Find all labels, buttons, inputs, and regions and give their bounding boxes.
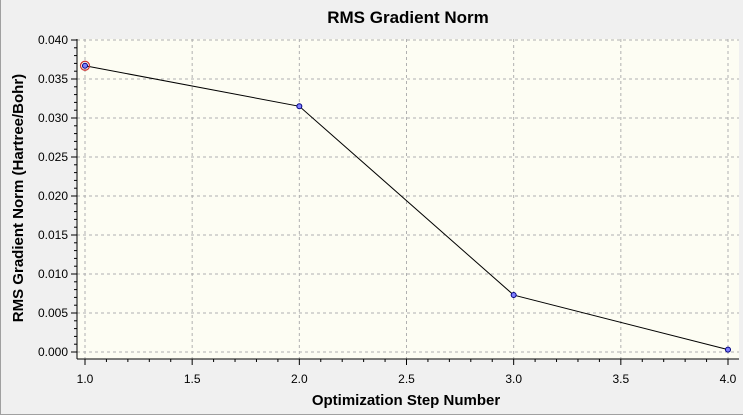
x-tick-label: 1.5 (184, 372, 201, 386)
y-tick-label: 0.030 (38, 111, 68, 125)
x-tick-label: 4.0 (720, 372, 737, 386)
y-tick-label: 0.040 (38, 33, 68, 47)
x-tick-label: 2.0 (291, 372, 308, 386)
plot-area (77, 39, 739, 359)
y-axis-label: RMS Gradient Norm (Hartree/Bohr) (10, 74, 27, 322)
y-axis-ticks: 0.000 0.005 0.010 0.015 0.020 0.025 0.030 0.035… (38, 33, 77, 359)
series-line (84, 65, 729, 351)
current-point-highlight (79, 60, 91, 71)
data-point (725, 346, 731, 353)
x-axis-ticks: 1.0 1.5 2.0 2.5 3.0 3.5 4.0 (77, 359, 737, 386)
y-tick-label: 0.025 (38, 150, 68, 164)
data-point (510, 292, 517, 299)
x-tick-label: 3.0 (505, 372, 522, 386)
y-tick-label: 0.010 (38, 267, 68, 281)
grid-lines (77, 39, 739, 359)
y-tick-label: 0.005 (38, 306, 68, 320)
x-axis-label: Optimization Step Number (312, 392, 501, 409)
y-tick-label: 0.035 (38, 72, 68, 86)
data-point (82, 62, 88, 69)
chart-title: RMS Gradient Norm (327, 8, 489, 27)
data-point (296, 103, 303, 110)
y-tick-label: 0.020 (38, 189, 68, 203)
y-tick-label: 0.000 (38, 345, 68, 359)
data-series (79, 60, 731, 353)
y-tick-label: 0.015 (38, 228, 68, 242)
x-tick-label: 3.5 (612, 372, 629, 386)
x-tick-label: 2.5 (398, 372, 415, 386)
x-tick-label: 1.0 (77, 372, 94, 386)
